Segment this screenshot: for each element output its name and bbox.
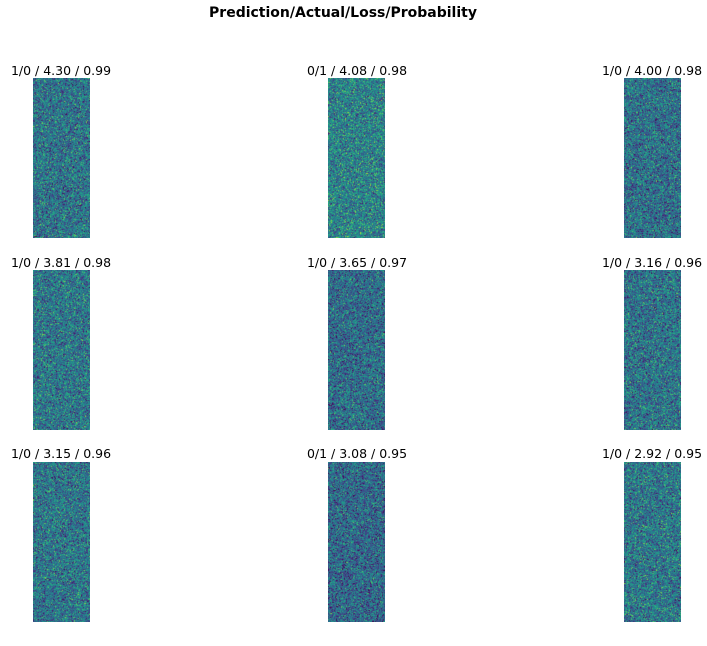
panel-image-3: [624, 78, 681, 238]
panel-image-1: [33, 78, 90, 238]
panel-title-4: 1/0 / 3.81 / 0.98: [10, 255, 112, 270]
panel-image-8: [328, 462, 385, 622]
panel-image-2: [328, 78, 385, 238]
panel-title-9: 1/0 / 2.92 / 0.95: [601, 446, 703, 461]
panel-title-2: 0/1 / 4.08 / 0.98: [306, 63, 408, 78]
panel-title-6: 1/0 / 3.16 / 0.96: [601, 255, 703, 270]
figure-title: Prediction/Actual/Loss/Probability: [209, 5, 477, 21]
panel-image-4: [33, 270, 90, 430]
panel-image-7: [33, 462, 90, 622]
panel-title-8: 0/1 / 3.08 / 0.95: [306, 446, 408, 461]
panel-title-1: 1/0 / 4.30 / 0.99: [10, 63, 112, 78]
panel-image-5: [328, 270, 385, 430]
panel-image-9: [624, 462, 681, 622]
panel-image-6: [624, 270, 681, 430]
panel-title-3: 1/0 / 4.00 / 0.98: [601, 63, 703, 78]
panel-title-7: 1/0 / 3.15 / 0.96: [10, 446, 112, 461]
panel-title-5: 1/0 / 3.65 / 0.97: [306, 255, 408, 270]
